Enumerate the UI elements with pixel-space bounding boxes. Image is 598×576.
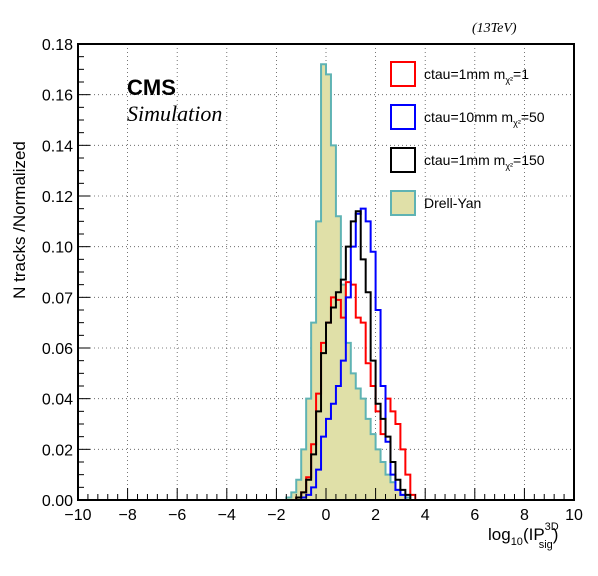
histograms xyxy=(281,63,421,501)
x-title-base: 10 xyxy=(511,536,523,548)
y-tick-label: 0.14 xyxy=(42,138,73,155)
y-axis: 0.00 0.02 0.04 0.06 0.07 0.10 0.12 0.14 0.16 0.18 xyxy=(42,37,90,510)
x-title-ip: (IP xyxy=(523,525,545,544)
y-tick-label: 0.06 xyxy=(42,341,73,358)
simulation-label: Simulation xyxy=(127,101,222,126)
energy-label: (13TeV) xyxy=(472,21,517,36)
y-tick-label: 0.10 xyxy=(42,240,73,257)
legend-swatch-0 xyxy=(390,61,416,87)
y-axis-title: N tracks /Normalized xyxy=(10,141,29,299)
x-title-sup: 3D xyxy=(545,521,559,533)
cms-label: CMS xyxy=(127,75,176,100)
y-tick-label: 0.07 xyxy=(42,290,73,307)
x-tick-label: −10 xyxy=(64,507,91,524)
legend-label-1: ctau=10mm mχ²=50 xyxy=(424,109,545,128)
x-tick-label: 6 xyxy=(470,507,479,524)
x-axis-title: log10(IP3D sig) xyxy=(488,521,559,551)
y-tick-label: 0.02 xyxy=(42,442,73,459)
y-tick-label: 0.12 xyxy=(42,189,73,206)
x-tick-label: 10 xyxy=(565,507,583,524)
y-tick-label: 0.04 xyxy=(42,392,73,409)
legend-label-2: ctau=1mm mχ²=150 xyxy=(424,152,545,171)
x-axis: −10 −8 −6 −4 −2 0 2 4 6 8 10 xyxy=(64,488,583,524)
x-tick-label: 0 xyxy=(322,507,331,524)
legend-label-3: Drell-Yan xyxy=(424,195,481,211)
x-tick-label: −8 xyxy=(118,507,136,524)
series-fill-0 xyxy=(281,64,421,501)
x-tick-label: −2 xyxy=(267,507,285,524)
y-tick-label: 0.16 xyxy=(42,88,73,105)
x-tick-label: 2 xyxy=(371,507,380,524)
legend-swatch-1 xyxy=(390,104,416,130)
series-line-3 xyxy=(281,210,421,501)
x-tick-label: 8 xyxy=(520,507,529,524)
x-title-close: ) xyxy=(553,525,559,544)
y-tick-label: 0.18 xyxy=(42,37,73,54)
x-tick-label: −4 xyxy=(218,507,236,524)
x-title-sub: sig xyxy=(539,539,553,551)
x-title-log: log xyxy=(488,525,511,544)
legend-label-0: ctau=1mm mχ²=1 xyxy=(424,66,529,85)
legend-swatch-2 xyxy=(390,147,416,173)
y-tick-label: 0.00 xyxy=(42,493,73,510)
legend-swatch-3 xyxy=(390,190,416,216)
legend: ctau=1mm mχ²=1 ctau=10mm mχ²=50 ctau=1mm m… xyxy=(390,61,545,216)
x-tick-label: 4 xyxy=(421,507,430,524)
x-tick-label: −6 xyxy=(168,507,186,524)
